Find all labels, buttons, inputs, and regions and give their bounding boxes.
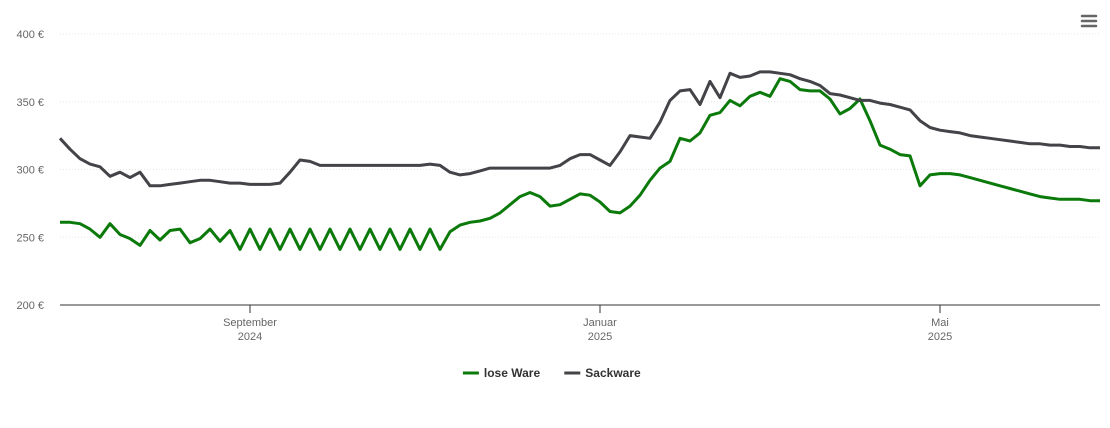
legend-item[interactable]: Sackware <box>564 366 641 380</box>
x-tick-label: Januar 2025 <box>583 317 617 343</box>
y-tick-label: 300 € <box>16 165 44 177</box>
legend-label: Sackware <box>585 366 641 380</box>
y-tick-label: 250 € <box>16 232 44 244</box>
series-line <box>60 77 1100 251</box>
menu-icon[interactable] <box>1080 14 1098 28</box>
y-tick-label: 400 € <box>16 29 44 41</box>
legend: lose Ware Sackware <box>462 366 641 380</box>
x-tick-label: Mai 2025 <box>928 317 952 343</box>
legend-label: lose Ware <box>484 366 541 380</box>
y-tick-label: 200 € <box>16 300 44 312</box>
series-line <box>58 70 1100 188</box>
x-tick-label: September 2024 <box>223 317 277 343</box>
legend-item[interactable]: lose Ware <box>462 366 541 380</box>
y-tick-label: 350 € <box>16 97 44 109</box>
